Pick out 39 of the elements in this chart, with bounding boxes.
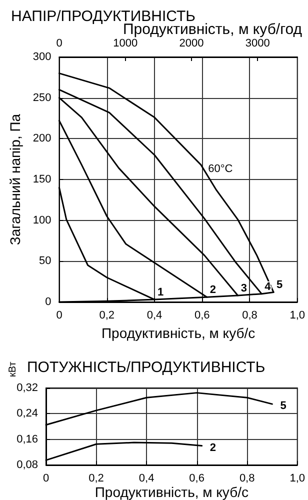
x-tick-label: 0,6	[189, 472, 204, 484]
y-tick-label: 200	[32, 132, 52, 145]
y-tick-label: 0,08	[16, 459, 38, 471]
y-axis-title: кВт	[8, 361, 18, 377]
series-label: 1	[157, 286, 164, 299]
y-tick-label: 0	[45, 296, 52, 308]
x-tick-label: 0,4	[138, 472, 154, 484]
series-label: 4	[264, 280, 272, 293]
chart-title: ПОТУЖНІСТЬ/ПРОДУКТИВНІСТЬ	[27, 359, 266, 376]
x-tick-label: 1,0	[290, 310, 306, 322]
x-tick-label: 0,6	[194, 310, 210, 322]
x2-tick-label: 2000	[179, 38, 204, 50]
x-tick-label: 1,0	[290, 472, 306, 484]
series-label: 5	[276, 279, 283, 292]
x-tick-label: 0,8	[242, 310, 258, 322]
x2-tick-label: 1000	[113, 38, 138, 50]
series-label: 5	[280, 400, 286, 412]
series-label: 3	[240, 282, 247, 294]
y-tick-label: 100	[32, 214, 52, 226]
x2-tick-label: 3000	[245, 38, 270, 50]
x-tick-label: 0,2	[88, 472, 104, 484]
y-axis-title: Загальний напір, Па	[7, 114, 23, 246]
y-tick-label: 0,16	[16, 433, 38, 446]
x2-tick-label: 0	[56, 38, 62, 50]
y-tick-label: 0,24	[16, 408, 38, 420]
y-tick-label: 50	[39, 255, 52, 268]
series-label: 2	[210, 442, 216, 454]
y-tick-label: 300	[32, 51, 52, 63]
series-label: 2	[210, 284, 216, 296]
x-axis-title: Продуктивність, м куб/с	[101, 325, 256, 341]
annotation: 60°C	[208, 162, 233, 175]
y-tick-label: 0,32	[16, 382, 38, 394]
x-tick-label: 0,4	[146, 310, 162, 322]
x-axis-title: Продуктивність, м куб/с	[94, 484, 248, 500]
y-tick-label: 150	[32, 174, 52, 186]
x-tick-label: 0,8	[239, 472, 255, 484]
y-tick-label: 250	[32, 92, 52, 104]
x-tick-label: 0,2	[99, 310, 115, 322]
x-tick-label: 0	[56, 310, 62, 322]
